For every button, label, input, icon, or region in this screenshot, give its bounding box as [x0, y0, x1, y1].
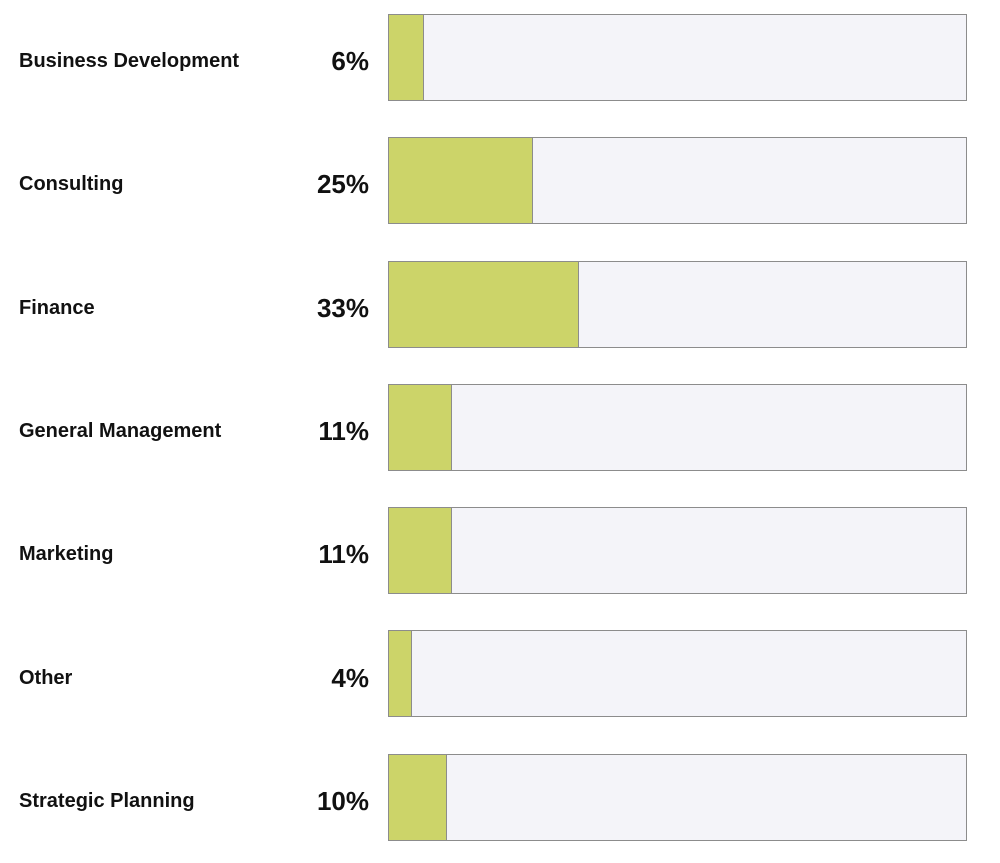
- bar-track: [388, 137, 967, 225]
- category-label: Marketing: [19, 543, 114, 566]
- value-label: 33%: [316, 292, 369, 323]
- bar-finance: [389, 261, 580, 347]
- category-label: Consulting: [19, 173, 124, 196]
- bar-row-consulting: Consulting 25%: [0, 123, 1000, 246]
- value-label: 11%: [318, 539, 369, 570]
- bar-row-general-management: General Management 11%: [0, 370, 1000, 493]
- bar-marketing: [389, 508, 453, 594]
- value-label: 11%: [318, 416, 369, 447]
- bar-track: [388, 14, 967, 101]
- bar-general-management: [389, 384, 453, 470]
- bar-track: [388, 383, 967, 471]
- value-label: 4%: [331, 662, 369, 693]
- bar-row-business-development: Business Development 6%: [0, 0, 1000, 123]
- bar-track: [388, 260, 967, 348]
- bar-row-finance: Finance 33%: [0, 247, 1000, 370]
- value-label: 6%: [331, 46, 369, 77]
- bar-track: [388, 630, 967, 718]
- category-label: Finance: [19, 296, 95, 319]
- bar-row-other: Other 4%: [0, 616, 1000, 739]
- value-label: 25%: [316, 169, 369, 200]
- bar-other: [389, 631, 413, 717]
- category-label: Business Development: [19, 50, 240, 73]
- bar-strategic-planning: [389, 754, 447, 840]
- bar-row-marketing: Marketing 11%: [0, 493, 1000, 616]
- bar-consulting: [389, 138, 534, 224]
- category-label: General Management: [19, 420, 222, 443]
- value-label: 10%: [316, 785, 369, 816]
- bar-row-strategic-planning: Strategic Planning 10%: [0, 740, 1000, 863]
- bar-business-development: [389, 15, 424, 100]
- category-label: Strategic Planning: [19, 789, 195, 812]
- category-label: Other: [19, 666, 73, 689]
- bar-track: [388, 753, 967, 841]
- bar-track: [388, 507, 967, 595]
